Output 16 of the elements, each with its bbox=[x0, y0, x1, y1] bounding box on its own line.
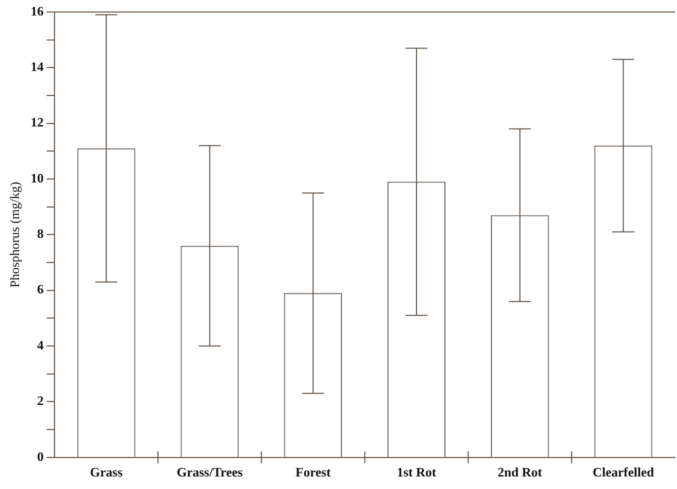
x-tick-label: 1st Rot bbox=[396, 464, 437, 480]
y-tick-label: 14 bbox=[30, 59, 44, 74]
y-tick-label: 10 bbox=[30, 170, 44, 186]
x-tick-label: Forest bbox=[296, 464, 332, 480]
y-tick-label: 12 bbox=[30, 114, 44, 130]
y-axis-title: Phosphorus (mg/kg) bbox=[7, 182, 22, 288]
y-tick-label: 4 bbox=[37, 337, 44, 352]
x-tick-label: 2nd Rot bbox=[498, 464, 543, 480]
y-tick-label: 8 bbox=[37, 226, 44, 242]
x-tick-label: Grass bbox=[90, 464, 123, 480]
y-tick-label: 2 bbox=[37, 393, 44, 408]
y-tick-label: 0 bbox=[37, 448, 44, 464]
x-tick-label: Clearfelled bbox=[592, 464, 655, 480]
y-tick-label: 16 bbox=[30, 3, 44, 18]
x-tick-label: Grass/Trees bbox=[176, 464, 243, 480]
y-tick-label: 6 bbox=[37, 282, 44, 297]
